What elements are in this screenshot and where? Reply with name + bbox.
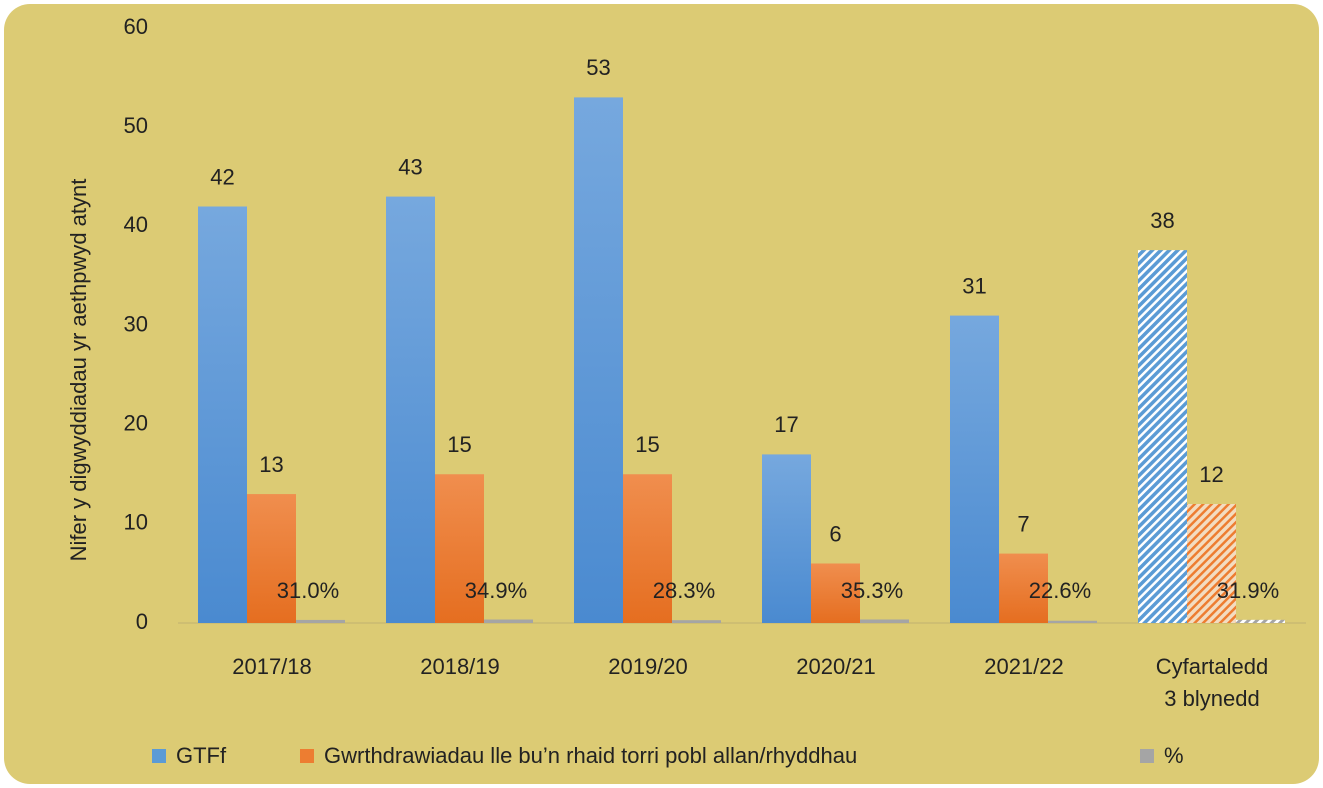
y-tick-label: 60 <box>124 14 148 39</box>
data-label: 38 <box>1150 208 1174 233</box>
data-label: 42 <box>210 164 234 189</box>
x-tick-label-line: 2020/21 <box>796 654 876 679</box>
data-label: 34.9% <box>465 578 527 603</box>
legend-label: Gwrthdrawiadau lle bu’n rhaid torri pobl… <box>324 743 857 768</box>
y-tick-label: 0 <box>136 609 148 634</box>
data-label: 43 <box>398 154 422 179</box>
bar <box>198 206 247 623</box>
data-label: 22.6% <box>1029 578 1091 603</box>
bar <box>762 454 811 623</box>
data-label: 53 <box>586 55 610 80</box>
data-label: 7 <box>1017 511 1029 536</box>
x-tick-label: 2019/20 <box>608 654 688 679</box>
bar <box>860 619 909 623</box>
data-label: 31.9% <box>1217 578 1279 603</box>
bar <box>1187 504 1236 623</box>
legend-label: % <box>1164 743 1184 768</box>
legend-swatch <box>152 749 166 763</box>
x-tick-label: Cyfartaledd 3 blynedd <box>1156 654 1269 711</box>
y-tick-label: 10 <box>124 510 148 535</box>
bar <box>811 563 860 623</box>
bar <box>950 315 999 623</box>
data-label: 31.0% <box>277 578 339 603</box>
x-tick-label-line: 2018/19 <box>420 654 500 679</box>
legend-swatch <box>300 749 314 763</box>
data-label: 15 <box>635 432 659 457</box>
y-tick-label: 30 <box>124 311 148 336</box>
data-label: 6 <box>829 521 841 546</box>
bar <box>435 474 484 623</box>
data-label: 28.3% <box>653 578 715 603</box>
bar <box>1236 619 1285 623</box>
y-axis-label: Nifer y digwyddiadau yr aethpwyd atynt <box>66 179 91 562</box>
bar <box>623 474 672 623</box>
x-tick-label-line: 2017/18 <box>232 654 312 679</box>
bar <box>1048 620 1097 623</box>
data-label: 13 <box>259 452 283 477</box>
bar <box>247 494 296 623</box>
bar <box>999 553 1048 623</box>
legend-label: GTFf <box>176 743 227 768</box>
y-tick-label: 50 <box>124 113 148 138</box>
x-tick-label-line: 2021/22 <box>984 654 1064 679</box>
bar <box>484 619 533 623</box>
bar <box>672 620 721 623</box>
data-label: 15 <box>447 432 471 457</box>
data-label: 35.3% <box>841 578 903 603</box>
legend-swatch <box>1140 749 1154 763</box>
data-label: 12 <box>1199 462 1223 487</box>
bar <box>1138 250 1187 623</box>
x-tick-label: 2020/21 <box>796 654 876 679</box>
x-tick-label: 2018/19 <box>420 654 500 679</box>
bar <box>574 97 623 623</box>
bar <box>386 196 435 624</box>
x-tick-label: 2017/18 <box>232 654 312 679</box>
y-tick-label: 20 <box>124 410 148 435</box>
x-tick-label-line: Cyfartaledd <box>1156 654 1269 679</box>
data-label: 31 <box>962 273 986 298</box>
bar <box>296 619 345 623</box>
x-tick-label-line: 3 blynedd <box>1164 686 1259 711</box>
y-tick-label: 40 <box>124 212 148 237</box>
data-label: 17 <box>774 412 798 437</box>
x-tick-label: 2021/22 <box>984 654 1064 679</box>
x-tick-label-line: 2019/20 <box>608 654 688 679</box>
